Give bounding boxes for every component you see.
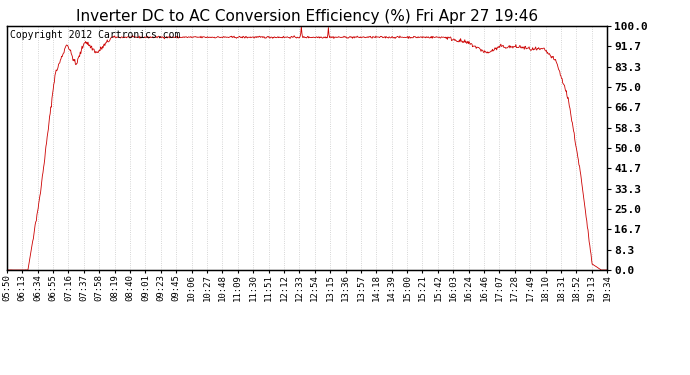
Title: Inverter DC to AC Conversion Efficiency (%) Fri Apr 27 19:46: Inverter DC to AC Conversion Efficiency …: [76, 9, 538, 24]
Text: Copyright 2012 Cartronics.com: Copyright 2012 Cartronics.com: [10, 30, 180, 40]
